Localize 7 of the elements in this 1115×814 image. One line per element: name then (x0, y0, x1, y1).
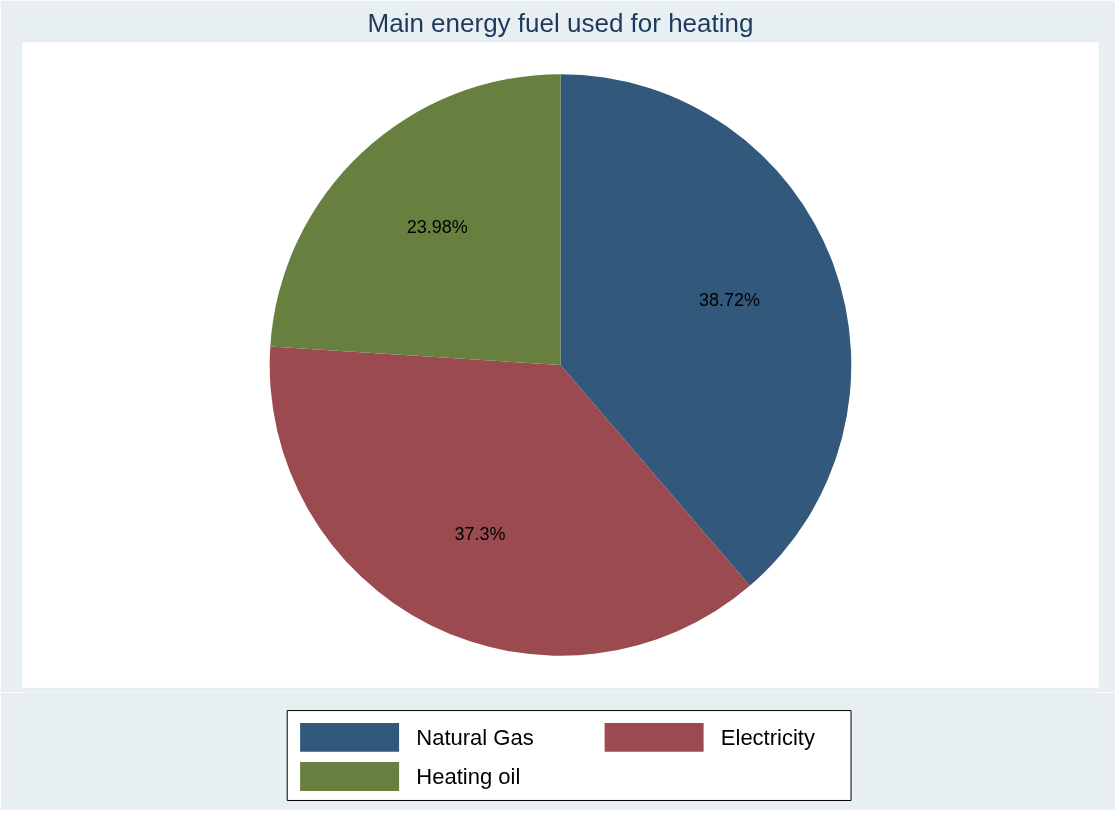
legend-label: Heating oil (416, 764, 521, 790)
data-label: 23.98% (406, 217, 468, 238)
data-label: 37.3% (454, 523, 506, 544)
legend-label: Natural Gas (416, 724, 534, 750)
chart-title: Main energy fuel used for heating (367, 7, 754, 38)
legend-label: Electricity (720, 724, 815, 750)
data-label: 38.72% (699, 289, 761, 310)
